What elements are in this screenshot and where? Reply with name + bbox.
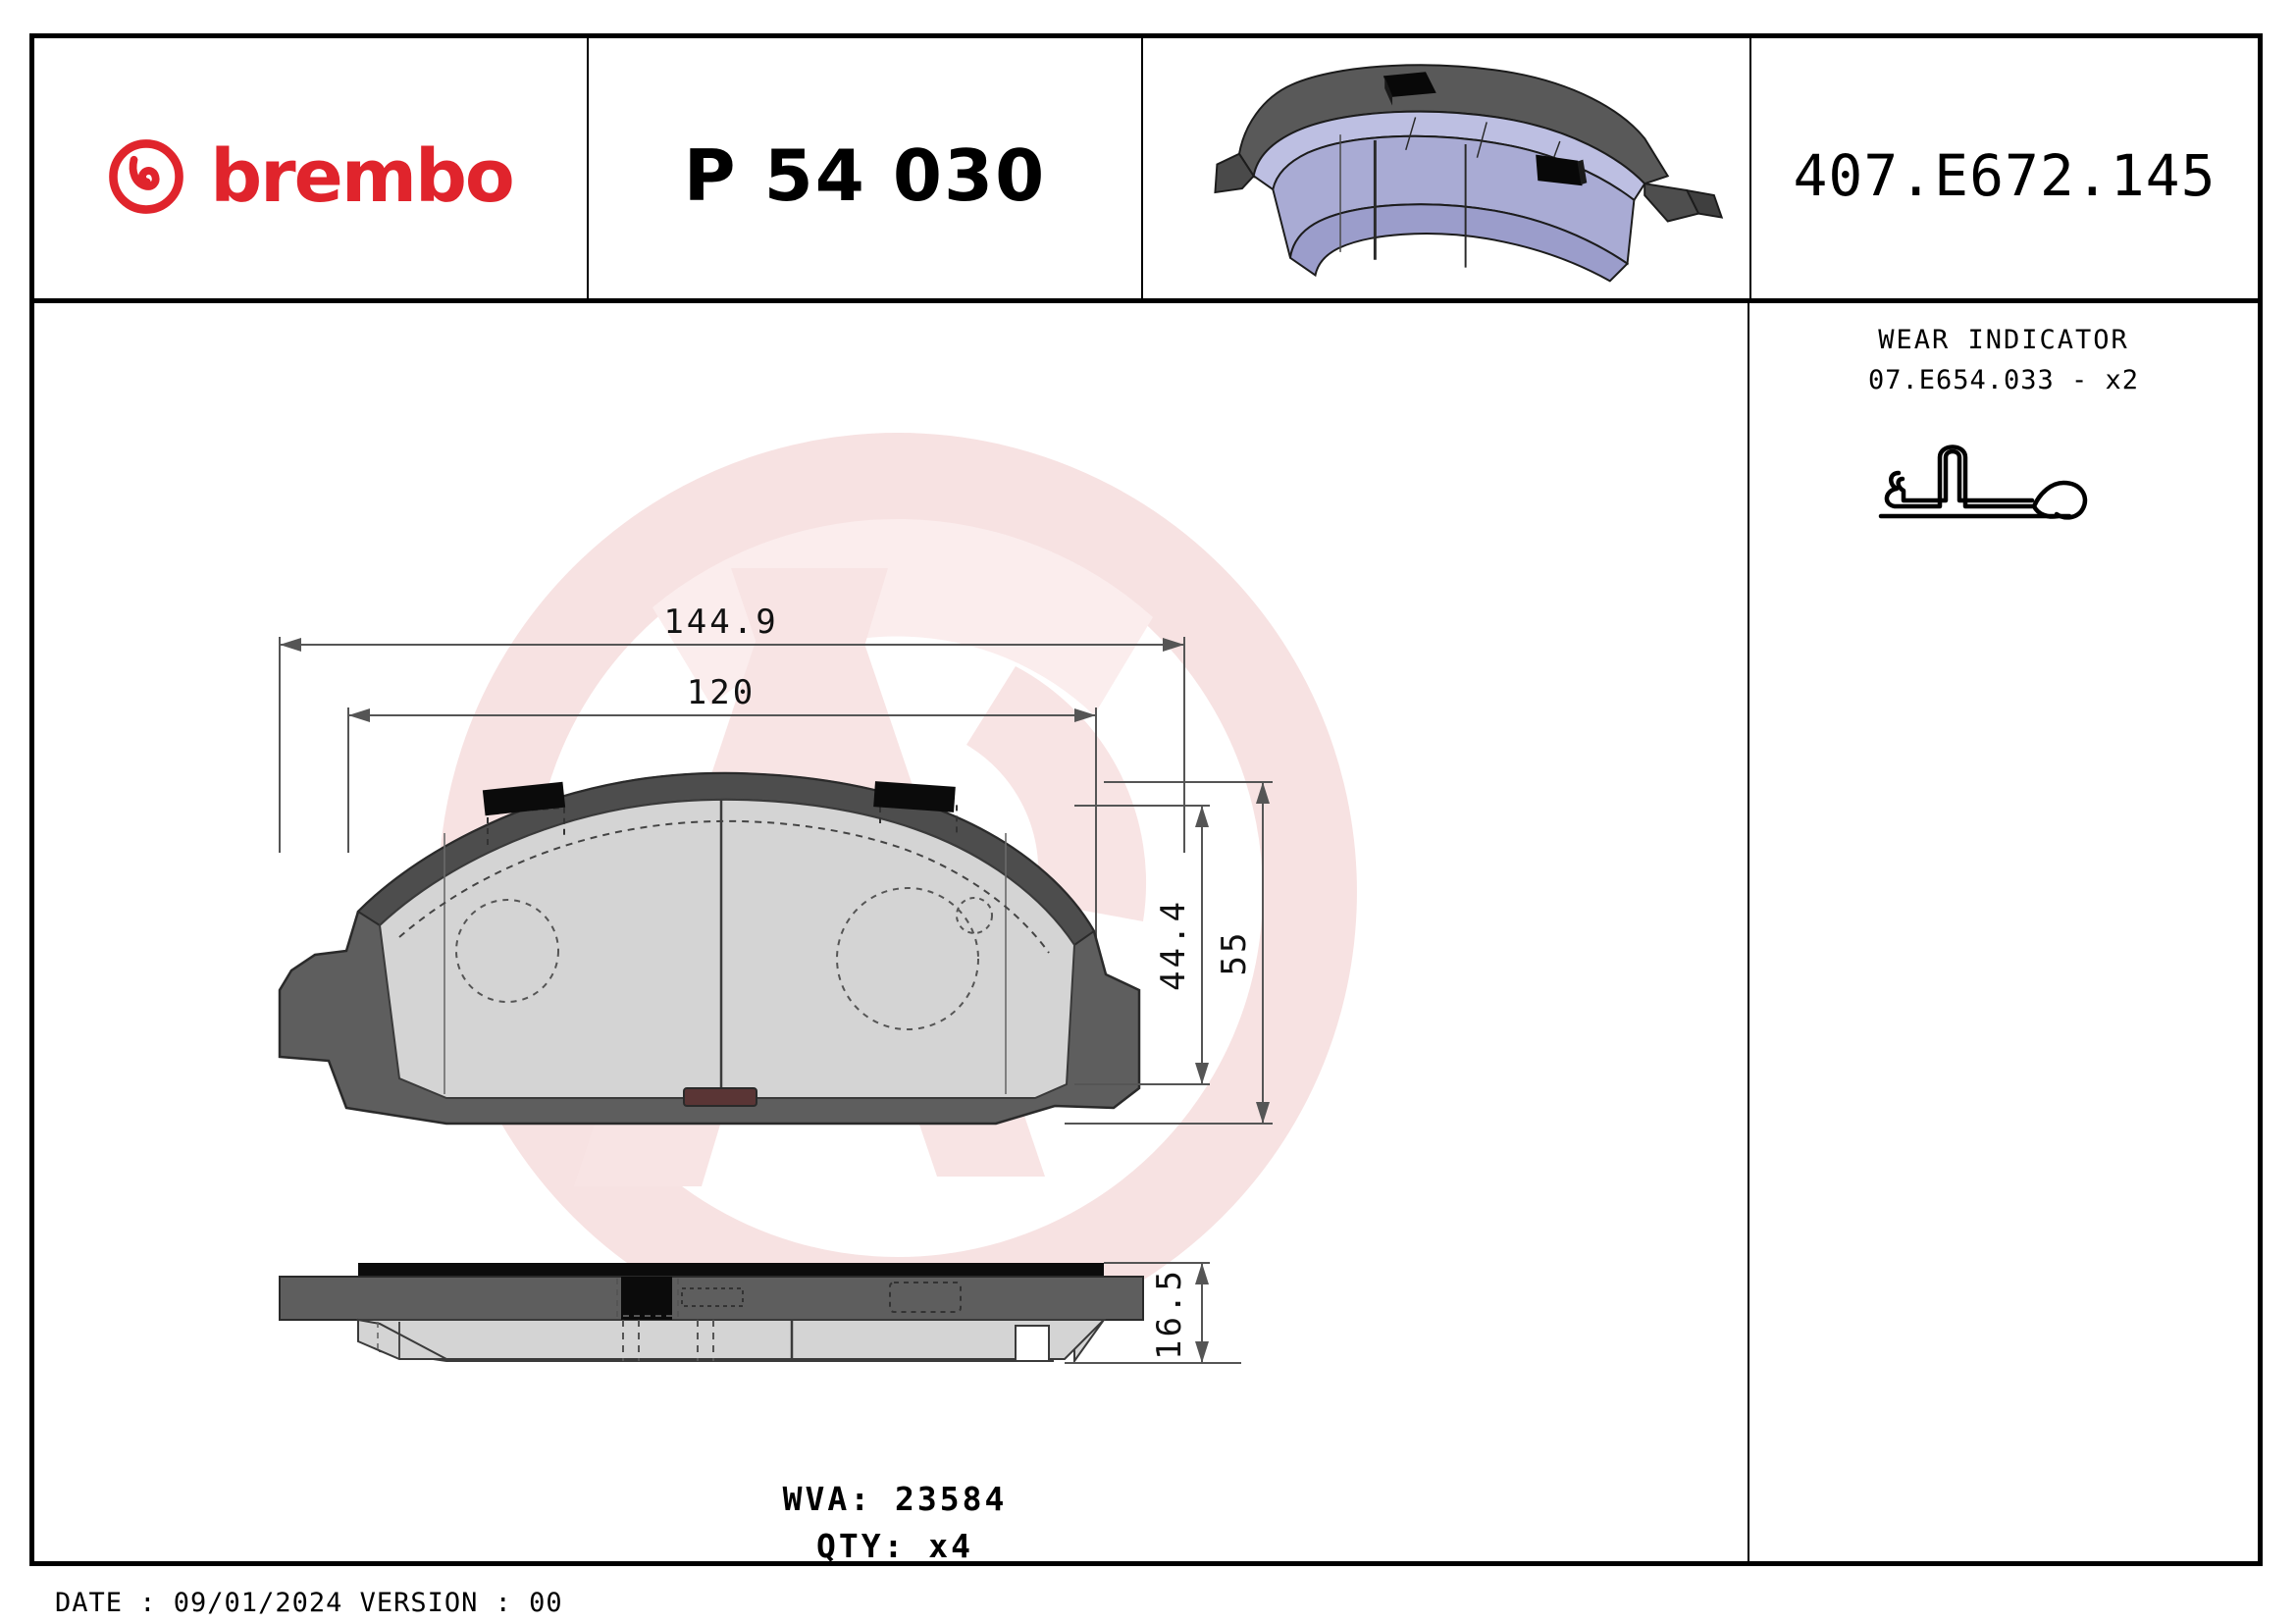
header-cell-product-image xyxy=(1143,38,1751,298)
wear-indicator-code: 07.E654.033 - x2 xyxy=(1867,364,2140,395)
dimension-overall-length xyxy=(279,637,1185,853)
footer-date-version: DATE : 09/01/2024 VERSION : 00 xyxy=(55,1588,563,1618)
brake-pad-3d-icon xyxy=(1214,64,1724,283)
dimension-friction-height xyxy=(1074,805,1210,1085)
spec-block: WVA: 23584 QTY: x4 xyxy=(34,1476,1755,1570)
header-cell-product-code: P 54 030 xyxy=(589,38,1143,298)
product-code: P 54 030 xyxy=(683,133,1047,217)
dimension-overall-height xyxy=(1065,781,1273,1125)
reference-code: 407.E672.145 xyxy=(1793,141,2217,209)
dimension-friction-length xyxy=(347,707,1097,1088)
pad-side-view xyxy=(279,1263,1144,1365)
dimension-label-55: 55 xyxy=(1215,930,1254,976)
brembo-spiral-logo-icon xyxy=(109,138,184,214)
qty-line: QTY: x4 xyxy=(815,1526,974,1565)
wva-line: WVA: 23584 xyxy=(782,1480,1008,1518)
wear-indicator-panel: WEAR INDICATOR 07.E654.033 - x2 xyxy=(1748,303,2258,1566)
drawing-sheet: brembo P 54 030 xyxy=(29,33,2263,1566)
header-band: brembo P 54 030 xyxy=(34,38,2258,303)
dimension-label-16-5: 16.5 xyxy=(1150,1268,1189,1360)
brand-name: brembo xyxy=(210,133,515,219)
technical-drawing-area: 144.9 120 xyxy=(34,303,1755,1566)
dimension-thickness xyxy=(1065,1262,1241,1364)
wear-indicator-clip-icon xyxy=(1878,445,2088,520)
dimension-label-44-4: 44.4 xyxy=(1154,899,1193,991)
dimension-label-120: 120 xyxy=(687,673,756,712)
header-cell-logo: brembo xyxy=(34,38,589,298)
pad-face-view xyxy=(278,771,1141,1126)
header-cell-reference: 407.E672.145 xyxy=(1751,38,2258,298)
dimension-label-144-9: 144.9 xyxy=(663,602,778,642)
wear-indicator-title: WEAR INDICATOR xyxy=(1878,325,2129,355)
